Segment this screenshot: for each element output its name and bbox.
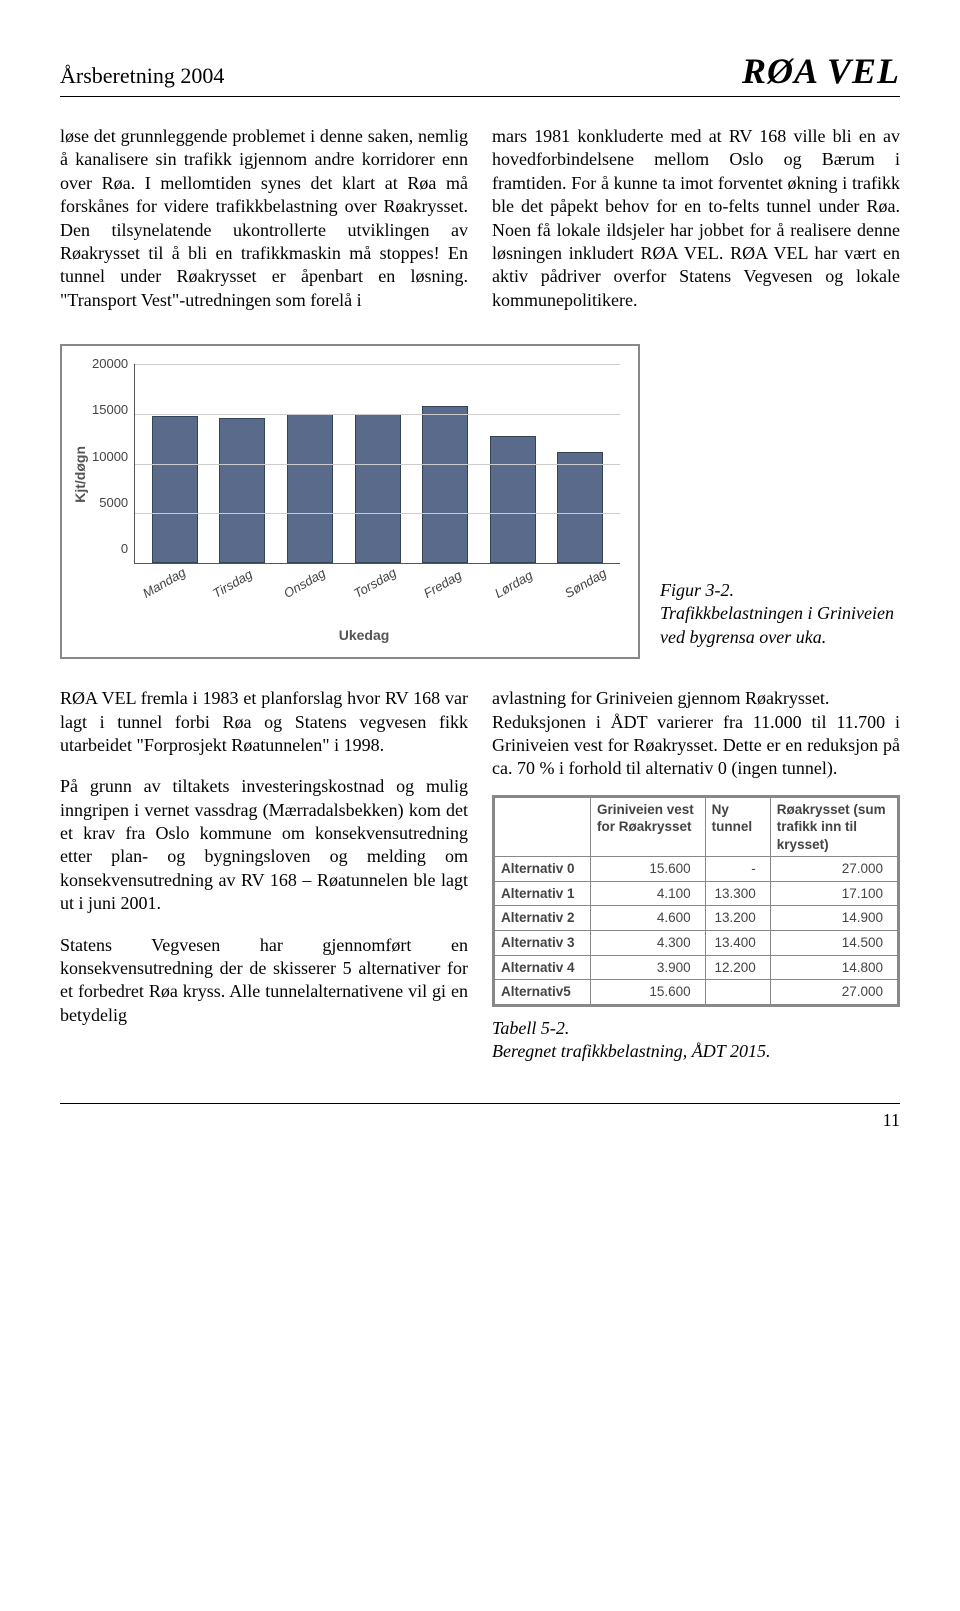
table-cell: 14.800 [770, 955, 897, 980]
table-row: Alternativ 43.90012.20014.800 [495, 955, 898, 980]
plot-area [134, 364, 620, 564]
table-cell: 14.900 [770, 906, 897, 931]
table-cell [705, 980, 770, 1005]
table-cell: Alternativ 1 [495, 881, 591, 906]
bar-Onsdag [287, 414, 333, 563]
y-tick: 15000 [92, 402, 128, 417]
table-row: Alternativ 34.30013.40014.500 [495, 930, 898, 955]
grid-line [135, 364, 620, 365]
table-cell: 4.300 [591, 930, 706, 955]
table-header: Griniveien vest for Røakrysset [591, 797, 706, 857]
table-cell: 13.400 [705, 930, 770, 955]
table-row: Alternativ 24.60013.20014.900 [495, 906, 898, 931]
table-caption-line2: Beregnet trafikkbelastning, ÅDT 2015. [492, 1040, 900, 1063]
bar-Mandag [152, 416, 198, 563]
y-axis-label: Kjt/døgn [68, 446, 92, 503]
table-cell: Alternativ5 [495, 980, 591, 1005]
table-cell: 17.100 [770, 881, 897, 906]
header-left: Årsberetning 2004 [60, 63, 224, 89]
table-cell: 3.900 [591, 955, 706, 980]
x-ticks: MandagTirsdagOnsdagTorsdagFredagLørdagSø… [128, 588, 620, 603]
lower-right-col: avlastning for Griniveien gjennom Røakry… [492, 687, 900, 1063]
bar-Torsdag [355, 414, 401, 563]
chart-row: Kjt/døgn 20000 15000 10000 5000 0 MandagTirs… [60, 344, 900, 659]
chart-caption-line2: Trafikkbelastningen i Griniveien ved byg… [660, 602, 900, 649]
table-caption-line1: Tabell 5-2. [492, 1017, 900, 1040]
table-cell: 12.200 [705, 955, 770, 980]
page-header: Årsberetning 2004 RØA VEL [60, 50, 900, 97]
table-cell: Alternativ 4 [495, 955, 591, 980]
table-header: Røakrysset (sum trafikk inn til krysset) [770, 797, 897, 857]
top-right-col: mars 1981 konkluderte med at RV 168 vill… [492, 125, 900, 312]
lower-right-p2: Reduksjonen i ÅDT varierer fra 11.000 ti… [492, 711, 900, 781]
y-tick: 0 [92, 541, 128, 556]
chart-caption: Figur 3-2. Trafikkbelastningen i Grinive… [660, 579, 900, 659]
table-cell: Alternativ 0 [495, 857, 591, 882]
lower-left-p2: På grunn av tiltakets investeringskostna… [60, 775, 468, 915]
table-cell: 15.600 [591, 857, 706, 882]
lower-right-p1: avlastning for Griniveien gjennom Røakry… [492, 687, 900, 710]
bar-Tirsdag [219, 418, 265, 563]
table-cell: 4.600 [591, 906, 706, 931]
data-table: Griniveien vest for RøakryssetNy tunnelR… [492, 795, 900, 1007]
chart-caption-line1: Figur 3-2. [660, 579, 900, 602]
table-cell: 27.000 [770, 857, 897, 882]
bar-Fredag [422, 406, 468, 563]
table-row: Alternativ515.600 27.000 [495, 980, 898, 1005]
y-tick: 5000 [92, 495, 128, 510]
top-left-col: løse det grunnleggende problemet i denne… [60, 125, 468, 312]
table-row: Alternativ 14.10013.30017.100 [495, 881, 898, 906]
table-row: Alternativ 015.600-27.000 [495, 857, 898, 882]
table-cell: Alternativ 2 [495, 906, 591, 931]
table-cell: 27.000 [770, 980, 897, 1005]
table-cell: 15.600 [591, 980, 706, 1005]
table-caption: Tabell 5-2. Beregnet trafikkbelastning, … [492, 1017, 900, 1064]
y-ticks: 20000 15000 10000 5000 0 [92, 356, 134, 556]
table-header [495, 797, 591, 857]
top-paragraph-columns: løse det grunnleggende problemet i denne… [60, 125, 900, 312]
lower-left-p1: RØA VEL fremla i 1983 et planforslag hvo… [60, 687, 468, 757]
table-cell: 4.100 [591, 881, 706, 906]
lower-left-p3: Statens Vegvesen har gjennomført en kons… [60, 934, 468, 1028]
bar-Lørdag [490, 436, 536, 563]
y-tick: 10000 [92, 449, 128, 464]
table-cell: - [705, 857, 770, 882]
bar-Søndag [557, 452, 603, 563]
y-tick: 20000 [92, 356, 128, 371]
grid-line [135, 414, 620, 415]
lower-left-col: RØA VEL fremla i 1983 et planforslag hvo… [60, 687, 468, 1063]
table-cell: 14.500 [770, 930, 897, 955]
grid-line [135, 464, 620, 465]
table-cell: 13.200 [705, 906, 770, 931]
bar-chart: Kjt/døgn 20000 15000 10000 5000 0 MandagTirs… [60, 344, 640, 659]
header-right: RØA VEL [742, 50, 900, 92]
table-header: Ny tunnel [705, 797, 770, 857]
table-cell: Alternativ 3 [495, 930, 591, 955]
table-cell: 13.300 [705, 881, 770, 906]
lower-columns: RØA VEL fremla i 1983 et planforslag hvo… [60, 687, 900, 1063]
page-number: 11 [60, 1103, 900, 1131]
grid-line [135, 513, 620, 514]
x-axis-label: Ukedag [108, 627, 620, 643]
